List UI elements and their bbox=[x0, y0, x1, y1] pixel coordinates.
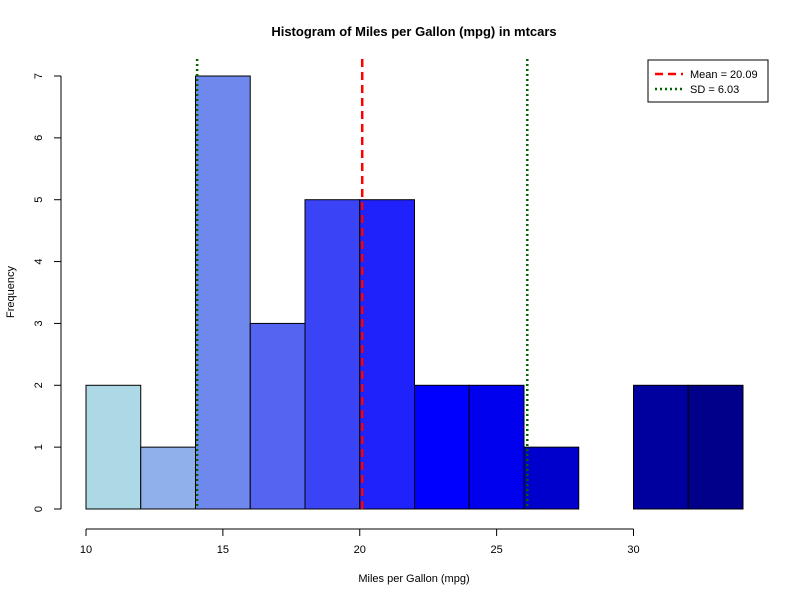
legend-sd-label: SD = 6.03 bbox=[690, 84, 739, 96]
histogram-bar bbox=[304, 199, 361, 510]
histogram-bar bbox=[687, 384, 744, 510]
chart-title: Histogram of Miles per Gallon (mpg) in m… bbox=[271, 24, 556, 39]
x-axis-label: Miles per Gallon (mpg) bbox=[358, 573, 469, 585]
histogram-bar bbox=[414, 384, 470, 510]
x-tick-label: 20 bbox=[354, 544, 366, 556]
legend-box bbox=[647, 59, 769, 103]
y-tick-label: 5 bbox=[33, 197, 45, 203]
y-axis-label: Frequency bbox=[5, 266, 17, 318]
y-tick-label: 2 bbox=[33, 382, 45, 388]
histogram-bar bbox=[633, 384, 689, 510]
histogram-bar bbox=[195, 75, 251, 510]
x-tick-label: 10 bbox=[80, 544, 92, 556]
histogram-bar bbox=[359, 199, 415, 510]
histogram-bar bbox=[468, 384, 525, 510]
histogram-bar bbox=[523, 446, 580, 510]
y-tick-label: 0 bbox=[33, 506, 45, 512]
y-axis: 0 1 2 3 4 5 6 7 bbox=[33, 73, 62, 512]
histogram-bar bbox=[85, 384, 142, 510]
y-tick-label: 6 bbox=[33, 135, 45, 141]
y-tick-label: 4 bbox=[33, 259, 45, 265]
x-tick-label: 25 bbox=[491, 544, 503, 556]
legend: Mean = 20.09 SD = 6.03 bbox=[647, 59, 769, 103]
bars-layer bbox=[85, 75, 744, 510]
x-tick-label: 30 bbox=[627, 544, 639, 556]
y-tick-label: 7 bbox=[33, 73, 45, 79]
x-tick-label: 15 bbox=[217, 544, 229, 556]
y-tick-label: 3 bbox=[33, 320, 45, 326]
y-tick-label: 1 bbox=[33, 444, 45, 450]
legend-mean-label: Mean = 20.09 bbox=[690, 69, 758, 81]
x-axis: 10 15 20 25 30 bbox=[80, 528, 640, 556]
histogram-bar bbox=[140, 446, 196, 510]
reference-lines bbox=[195, 59, 529, 509]
histogram-bar bbox=[249, 322, 306, 510]
